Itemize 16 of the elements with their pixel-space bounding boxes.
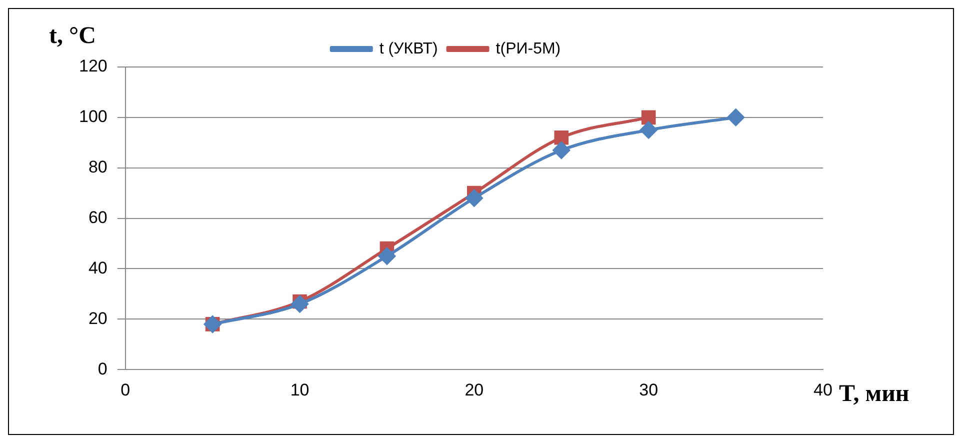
y-tick-label: 40 xyxy=(88,258,108,278)
y-axis-title: t, °C xyxy=(49,23,96,50)
y-tick-label: 80 xyxy=(88,158,108,177)
x-axis-title: T, мин xyxy=(839,381,910,408)
x-tick-label: 10 xyxy=(290,380,310,400)
y-tick-label: 60 xyxy=(88,208,108,227)
y-tick-label: 0 xyxy=(98,359,108,378)
legend-label: t(РИ-5М) xyxy=(496,40,561,58)
x-tick-label: 20 xyxy=(464,380,484,400)
y-tick-label: 100 xyxy=(78,107,108,126)
x-tick-label: 0 xyxy=(120,380,130,400)
y-tick-label: 20 xyxy=(88,308,108,328)
legend-label: t (УКВТ) xyxy=(379,40,438,58)
x-tick-label: 30 xyxy=(639,380,658,400)
y-tick-label: 120 xyxy=(78,56,108,76)
x-tick-label: 40 xyxy=(814,380,832,400)
